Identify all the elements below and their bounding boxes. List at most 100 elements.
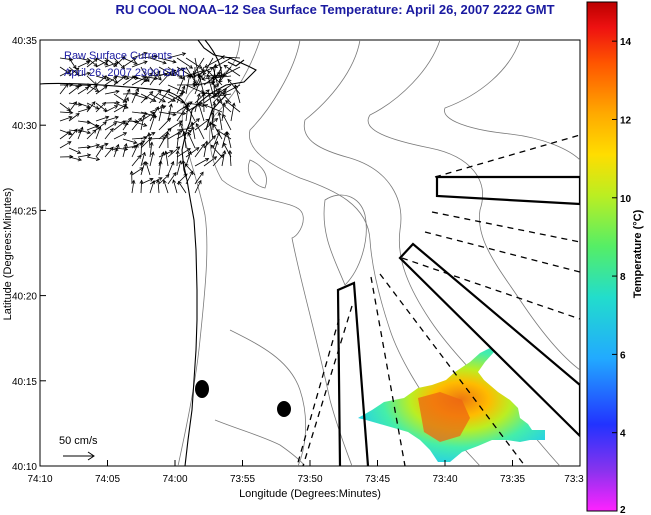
current-vector <box>165 151 169 167</box>
current-vector-head <box>131 179 136 184</box>
x-tick-label: 73:3 <box>564 474 584 485</box>
current-vector-head <box>92 129 97 134</box>
current-vector-head <box>137 154 142 159</box>
current-vector <box>203 91 221 104</box>
current-vector-head <box>207 92 212 97</box>
current-vector <box>131 120 147 127</box>
current-vector <box>122 138 137 144</box>
current-vector <box>185 69 205 77</box>
current-vector <box>86 120 99 128</box>
current-vector-head <box>182 130 187 136</box>
current-vector <box>113 104 127 113</box>
current-vector <box>145 161 151 176</box>
current-vector-head <box>181 67 186 72</box>
colorbar <box>586 1 618 512</box>
current-vector <box>185 84 204 94</box>
current-vector <box>225 100 241 113</box>
current-vector-head <box>214 140 219 145</box>
current-vector <box>68 128 78 140</box>
current-vector-head <box>105 115 110 120</box>
current-vector <box>140 91 153 104</box>
current-vector-head <box>228 149 233 155</box>
current-vector-head <box>187 132 192 137</box>
current-vector-head <box>115 89 120 94</box>
current-vector-head <box>221 73 226 78</box>
current-vector <box>77 107 91 113</box>
current-vector <box>59 69 72 77</box>
current-vector-head <box>76 150 82 154</box>
current-vector-head <box>205 89 210 94</box>
current-vector-head <box>86 71 92 76</box>
current-vector-head <box>157 89 162 94</box>
current-vector-head <box>157 76 162 81</box>
current-vector-head <box>93 85 98 90</box>
current-vector <box>77 102 91 108</box>
current-vector <box>104 76 118 86</box>
current-vector <box>158 70 176 77</box>
current-vector-head <box>162 60 167 65</box>
current-vector <box>59 111 73 114</box>
current-vector-head <box>75 112 80 117</box>
current-vector <box>221 102 225 122</box>
current-vector <box>68 101 77 113</box>
current-vector <box>212 154 224 167</box>
current-vector <box>183 131 187 149</box>
current-vector-head <box>206 73 211 79</box>
x-tick-label: 74:05 <box>95 474 120 485</box>
current-vector-head <box>68 115 73 120</box>
current-vector-head <box>158 160 163 165</box>
current-vector-head <box>190 121 195 126</box>
colorbar-ticks: 14 12 10 8 6 4 2 <box>612 37 632 515</box>
current-vector-head <box>167 127 172 132</box>
current-vector-head <box>114 79 119 84</box>
current-vector-head <box>73 101 78 106</box>
current-vector-head <box>143 51 148 56</box>
current-vector <box>194 75 203 95</box>
current-vector-head <box>95 88 100 92</box>
current-vector <box>203 141 208 158</box>
current-vector-head <box>66 131 71 135</box>
current-vector-head <box>189 170 194 175</box>
current-vector <box>185 75 191 95</box>
current-vector-head <box>135 87 139 93</box>
current-vector-head <box>123 104 128 108</box>
current-vector <box>77 146 91 149</box>
current-vector-head <box>227 78 232 83</box>
current-vector <box>176 76 185 95</box>
colorbar-tick-label: 12 <box>620 115 632 126</box>
current-vector <box>113 75 129 79</box>
current-vector-head <box>153 54 159 59</box>
current-vector <box>95 116 109 122</box>
current-vector <box>95 85 108 95</box>
current-vector <box>221 131 227 149</box>
current-vector-head <box>202 71 207 76</box>
current-vector-head <box>69 154 74 159</box>
current-vector <box>187 132 196 149</box>
current-vector-head <box>181 76 186 81</box>
current-vector-head <box>148 72 153 77</box>
current-vector <box>210 144 223 158</box>
current-vector-head <box>165 174 170 179</box>
current-vector-head <box>212 156 218 161</box>
current-vector <box>158 71 172 86</box>
exclusion-zones <box>336 175 580 466</box>
current-vector-head <box>165 131 170 136</box>
current-vector <box>86 102 99 110</box>
current-vector <box>194 118 210 131</box>
current-vector-head <box>93 58 98 63</box>
current-vector-head <box>186 148 191 152</box>
current-vector-head <box>192 74 197 79</box>
current-vector <box>131 144 139 158</box>
current-vector <box>131 117 142 131</box>
current-vector <box>230 103 235 122</box>
current-vector-head <box>164 150 169 155</box>
current-vector-head <box>216 71 221 76</box>
current-vector <box>113 57 125 69</box>
current-vector <box>113 132 127 140</box>
current-vector-head <box>113 62 118 67</box>
current-vector-head <box>204 140 209 145</box>
current-vector <box>149 137 166 140</box>
x-tick-label: 73:50 <box>297 474 322 485</box>
current-vector-head <box>172 112 177 117</box>
current-vector-head <box>123 142 128 148</box>
